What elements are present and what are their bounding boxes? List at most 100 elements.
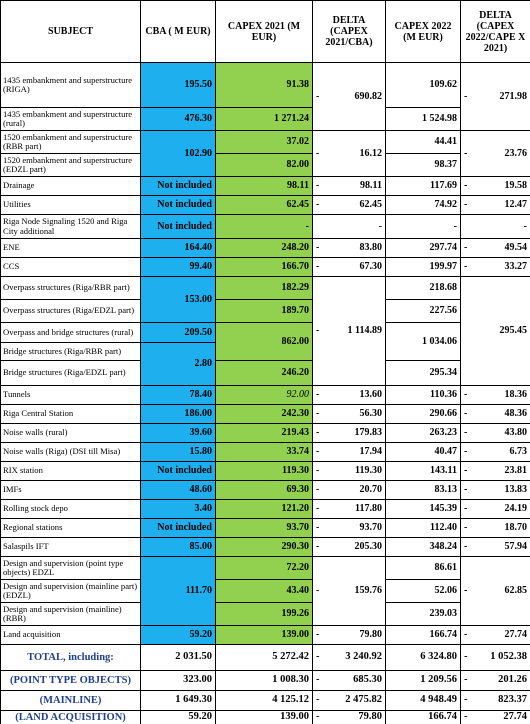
value-cell: 69.30 [215, 480, 313, 500]
row-label: Noise walls (rural) [0, 423, 141, 443]
table-row: Drainage Not included 98.11-98.11 117.69-19… [0, 176, 530, 196]
value-cell: - 2 475.82 [312, 690, 386, 711]
value-cell: - 18.36 [460, 385, 530, 405]
value-cell: 1 209.56 [385, 670, 461, 691]
value-cell: 290.30 [215, 537, 313, 557]
value-cell: - 33.27 [460, 257, 530, 277]
value-cell: - 823.37 [460, 690, 530, 711]
value-cell: - [385, 214, 461, 239]
value-cell: - [460, 214, 530, 239]
row-label: Tunnels [0, 385, 141, 405]
delta-value: 2 475.82 [345, 694, 382, 706]
delta-value: 13.60 [359, 389, 383, 400]
value-cell: 145.39 [385, 499, 461, 519]
delta-value: 117.80 [355, 503, 382, 514]
value-cell: 239.03 [385, 602, 461, 626]
delta-sign: - [316, 465, 320, 476]
header-cell: SUBJECT [0, 0, 141, 63]
value-cell: - 79.80 [312, 625, 386, 645]
delta-value: 49.54 [504, 242, 528, 253]
value-cell: 110.36 [385, 385, 461, 405]
delta-sign: - [316, 694, 320, 706]
delta-sign: - [316, 325, 320, 336]
header-cell: CAPEX 2021 (M EUR) [215, 0, 313, 63]
row-label: (MAINLINE) [0, 690, 141, 711]
row-label: Regional stations [0, 518, 141, 538]
delta-value: 17.94 [359, 446, 383, 457]
delta-sign: - [316, 484, 320, 495]
delta-value: 6.73 [509, 446, 528, 457]
delta-sign: - [316, 674, 320, 686]
table-row: Design and supervision (mainline) (RBR) 1… [0, 602, 530, 626]
delta-value: 18.70 [504, 522, 528, 533]
delta-sign: - [464, 711, 468, 723]
value-cell: 117.69 [385, 176, 461, 196]
table-row: Overpass and bridge structures (rural) 20… [0, 322, 530, 361]
value-cell: 153.00 [140, 276, 216, 323]
delta-value: 98.11 [360, 180, 382, 191]
row-label: Rolling stock depo [0, 499, 141, 519]
delta-value: - [378, 220, 382, 232]
delta-value: 27.74 [504, 629, 528, 640]
value-cell: - 19.58 [460, 176, 530, 196]
value-cell: 3.40 [140, 499, 216, 519]
value-cell: - [215, 214, 313, 239]
delta-sign: - [316, 651, 320, 663]
value-cell: - 27.74 [460, 625, 530, 645]
table-row: RIX station Not included 119.30-119.30 143.… [0, 461, 530, 481]
value-cell: - 67.30 [312, 257, 386, 277]
table-row: CCS 99.40 166.70-67.30 199.97-33.27 [0, 257, 530, 277]
row-label: Overpass structures (Riga/EDZL part) [0, 299, 141, 323]
table-row: TOTAL, including: 2 031.50 5 272.42-3 240.… [0, 644, 530, 671]
value-cell: 218.68 [385, 276, 461, 300]
value-cell: 862.00 [215, 322, 313, 361]
value-cell: - 690.82 [312, 62, 386, 131]
delta-sign: - [464, 465, 468, 476]
delta-value: 823.37 [498, 694, 527, 706]
value-cell: 139.00 [215, 625, 313, 645]
delta-sign: - [316, 503, 320, 514]
delta-value: 271.98 [499, 90, 528, 102]
value-cell: - 98.11 [312, 176, 386, 196]
value-cell: 91.38 [215, 62, 313, 108]
value-cell: 33.74 [215, 442, 313, 462]
value-cell: - 119.30 [312, 461, 386, 481]
delta-value: 19.58 [504, 180, 528, 191]
value-cell: Not included [140, 214, 216, 239]
value-cell: 199.26 [215, 602, 313, 626]
table-row: 1435 embankment and superstructure (RIGA… [0, 62, 530, 131]
value-cell: - 6.73 [460, 442, 530, 462]
value-cell: 209.50 [140, 322, 216, 343]
table-row: Noise walls (Riga) (DSI till Misa) 15.80 3… [0, 442, 530, 462]
value-cell: 242.30 [215, 404, 313, 424]
value-cell: 102.90 [140, 130, 216, 177]
row-label: CCS [0, 257, 141, 277]
table-row: Land acquisition 59.20 139.00-79.80 166.74-… [0, 625, 530, 645]
delta-sign: - [316, 408, 320, 419]
delta-sign: - [316, 585, 320, 596]
value-cell: 1 649.30 [140, 690, 216, 711]
value-cell: 109.62 [385, 62, 461, 108]
delta-sign: - [316, 180, 320, 191]
delta-value: 23.81 [504, 465, 528, 476]
delta-value: 685.30 [353, 674, 382, 686]
value-cell: 195.50 [140, 62, 216, 108]
value-cell: - 62.45 [312, 195, 386, 215]
row-label: IMFs [0, 480, 141, 500]
value-cell: 164.40 [140, 238, 216, 258]
value-cell: 290.66 [385, 404, 461, 424]
delta-sign: - [316, 261, 320, 272]
value-cell: 6 324.80 [385, 644, 461, 671]
value-cell: 72.20 [215, 556, 313, 580]
delta-value: 56.30 [359, 408, 383, 419]
table-row: Design and supervision (point type objec… [0, 556, 530, 626]
value-cell: - [312, 214, 386, 239]
table-row: Salaspils IFT 85.00 290.30-205.30 348.24-57… [0, 537, 530, 557]
value-cell: - 79.80 [312, 710, 386, 724]
row-label: 1520 embankment and superstructure (RBR … [0, 130, 141, 154]
table-row: Rolling stock depo 3.40 121.20-117.80 145.3… [0, 499, 530, 519]
value-cell: 93.70 [215, 518, 313, 538]
header-cell: DELTA (CAPEX 2021/CBA) [312, 0, 386, 63]
